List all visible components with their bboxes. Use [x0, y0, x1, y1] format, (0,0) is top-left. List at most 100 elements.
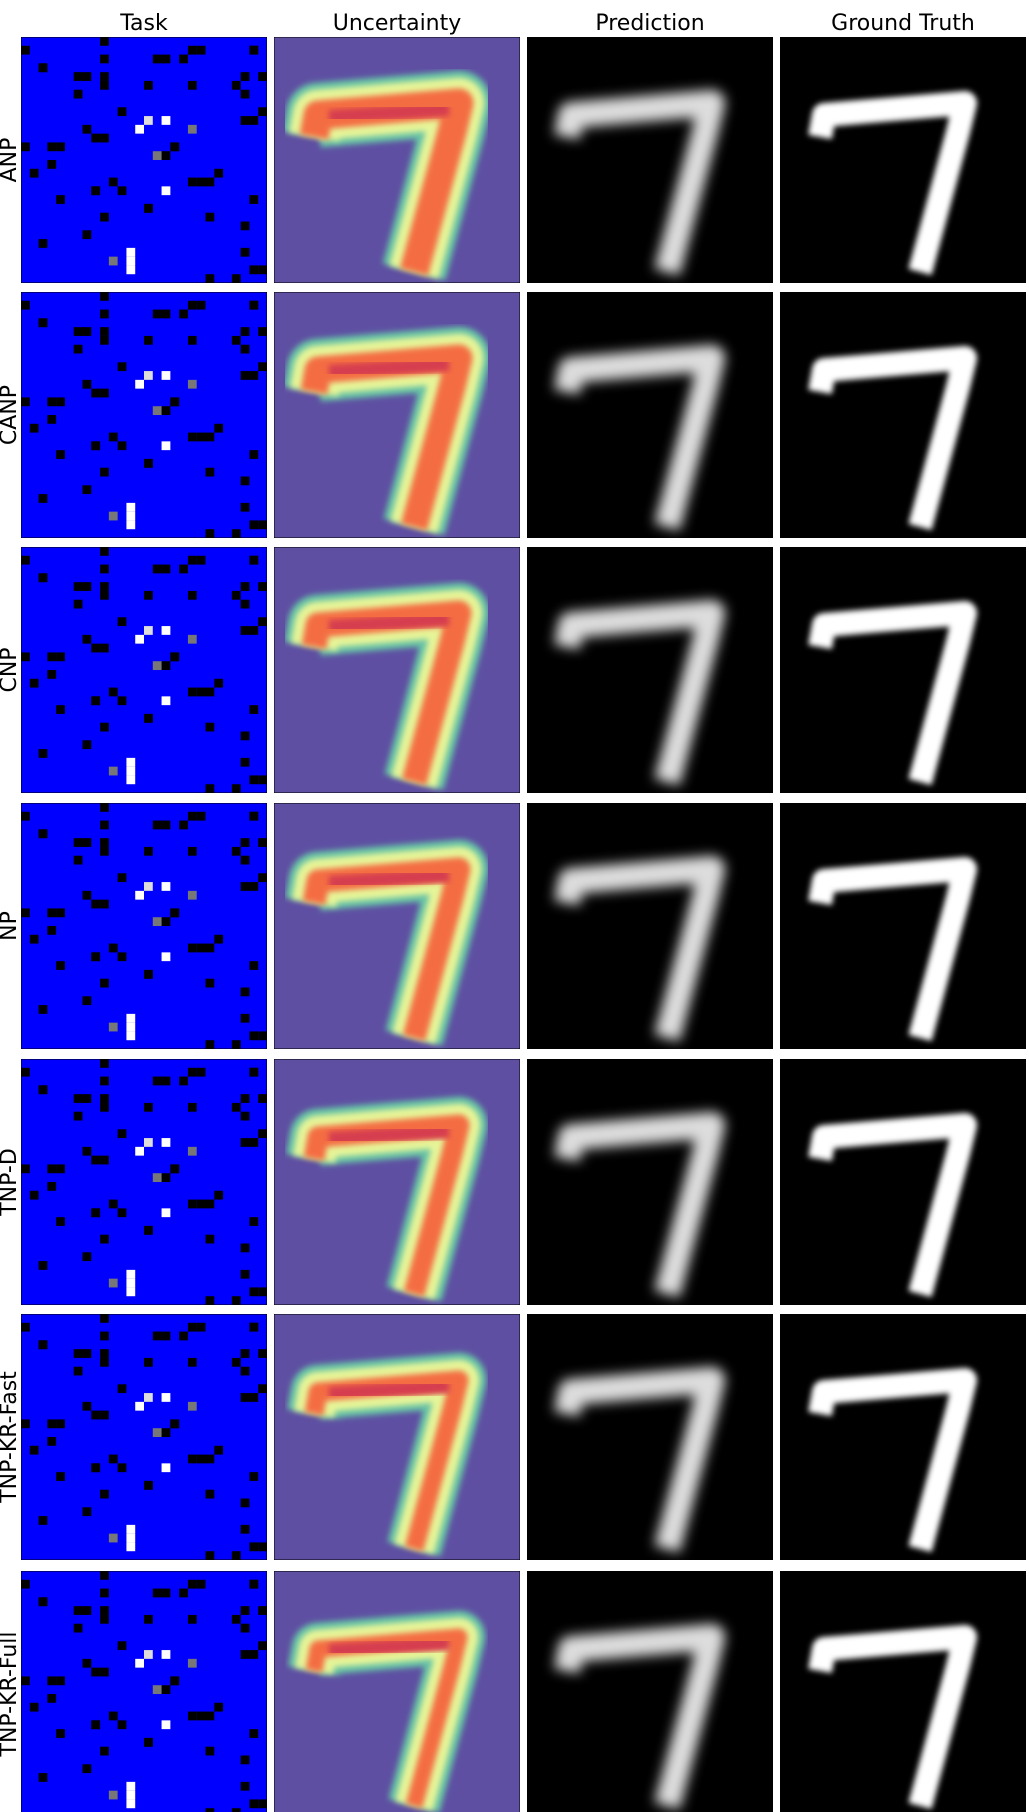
context-pixel — [152, 564, 162, 574]
context-pixel — [38, 494, 48, 503]
context-pixel — [100, 803, 109, 812]
context-pixel — [231, 1296, 241, 1305]
task-panel — [21, 37, 267, 283]
context-pixel — [108, 1022, 118, 1032]
task-panel — [21, 547, 267, 793]
context-pixel — [187, 687, 197, 697]
panel-bg — [527, 292, 773, 538]
prediction-digit — [554, 856, 725, 1042]
context-pixel — [258, 327, 267, 336]
context-pixel — [29, 934, 39, 944]
uncertainty-inner — [304, 1370, 469, 1552]
context-pixel — [249, 520, 259, 530]
context-pixel — [117, 873, 127, 883]
context-pixel — [179, 54, 188, 64]
context-pixel — [240, 1623, 250, 1633]
context-pixel — [108, 687, 118, 697]
context-pixel — [47, 142, 57, 152]
uncertainty-panel — [274, 292, 520, 538]
context-pixel — [135, 379, 144, 389]
context-pixel — [56, 1729, 65, 1738]
context-pixel — [240, 221, 250, 231]
context-pixel — [135, 1401, 144, 1411]
context-pixel — [205, 784, 215, 793]
context-pixel — [126, 520, 136, 530]
context-pixel — [91, 186, 101, 196]
context-pixel — [91, 1667, 101, 1677]
context-pixel — [240, 838, 250, 847]
context-pixel — [161, 1173, 171, 1182]
context-pixel — [56, 1419, 65, 1429]
ground-truth-digit — [808, 1368, 977, 1553]
context-pixel — [240, 757, 250, 767]
context-pixel — [187, 1322, 197, 1332]
context-pixel — [187, 634, 197, 644]
context-pixel — [126, 1287, 136, 1297]
context-pixel — [135, 124, 144, 134]
context-pixel — [135, 890, 144, 900]
context-pixel — [117, 952, 127, 962]
context-pixel — [47, 160, 57, 169]
context-pixel — [231, 846, 241, 856]
context-pixel — [47, 926, 57, 935]
context-pixel — [100, 846, 109, 856]
context-pixel — [47, 1437, 57, 1446]
row-label: TNP-KR-Fast — [0, 1371, 22, 1504]
context-pixel — [56, 195, 65, 204]
context-pixel — [38, 829, 48, 839]
context-pixel — [214, 678, 224, 688]
context-pixel — [161, 186, 171, 196]
context-pixel — [100, 292, 109, 301]
context-pixel — [38, 1516, 48, 1525]
context-pixel — [231, 529, 241, 538]
context-pixel — [100, 978, 109, 988]
context-pixel — [38, 239, 48, 248]
context-pixel — [152, 54, 162, 64]
context-pixel — [258, 265, 267, 275]
context-pixel — [249, 1287, 259, 1297]
context-pixel — [21, 908, 30, 918]
context-pixel — [100, 309, 109, 319]
context-pixel — [258, 1542, 267, 1552]
context-pixel — [240, 1650, 250, 1659]
context-pixel — [240, 987, 250, 997]
context-pixel — [161, 1650, 171, 1659]
context-pixel — [73, 855, 83, 865]
task-panel — [21, 1571, 267, 1812]
prediction-digit — [554, 1624, 725, 1810]
context-pixel — [240, 626, 250, 635]
context-pixel — [205, 1808, 215, 1812]
context-pixel — [100, 1614, 109, 1624]
context-pixel — [73, 72, 83, 81]
panel-bg — [21, 1571, 267, 1812]
context-pixel — [100, 582, 109, 591]
uncertainty-core — [328, 102, 450, 124]
panel-bg — [780, 1571, 1026, 1812]
context-pixel — [56, 142, 65, 152]
context-pixel — [240, 1524, 250, 1534]
context-pixel — [100, 388, 109, 398]
context-pixel — [240, 1393, 250, 1402]
context-pixel — [91, 952, 101, 962]
context-pixel — [249, 1729, 259, 1738]
context-pixel — [100, 80, 109, 90]
context-pixel — [100, 1746, 109, 1756]
context-pixel — [249, 1217, 259, 1226]
context-pixel — [117, 107, 127, 117]
context-pixel — [187, 300, 197, 310]
context-pixel — [187, 432, 197, 442]
context-pixel — [205, 432, 215, 442]
panel-bg — [527, 1571, 773, 1812]
context-pixel — [161, 151, 171, 160]
column-title: Prediction — [595, 11, 704, 36]
ground-truth-digit — [808, 601, 977, 786]
context-pixel — [187, 1658, 197, 1668]
context-pixel — [82, 72, 92, 81]
context-pixel — [82, 1146, 92, 1156]
context-pixel — [152, 820, 162, 830]
context-pixel — [56, 1472, 65, 1481]
context-pixel — [100, 1349, 109, 1358]
context-pixel — [205, 1040, 215, 1049]
prediction-panel — [527, 1314, 773, 1560]
context-pixel — [100, 722, 109, 732]
